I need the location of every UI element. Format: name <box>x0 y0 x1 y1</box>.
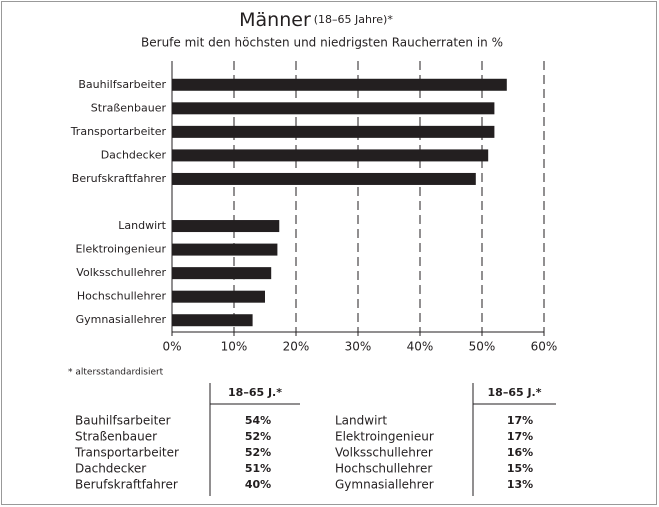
y-tick-label: Hochschullehrer <box>77 290 167 303</box>
chart-title: Männer <box>239 9 311 31</box>
bar <box>172 267 272 280</box>
bar <box>172 220 280 233</box>
chart-subtitle: Berufe mit den höchsten und niedrigsten … <box>141 36 503 50</box>
table-cell: 16% <box>507 446 533 459</box>
table-cell: 40% <box>245 478 271 491</box>
bar <box>172 172 476 185</box>
y-tick-label: Landwirt <box>118 219 166 232</box>
x-tick-label: 30% <box>345 340 372 354</box>
table-cell: Straßenbauer <box>75 430 157 444</box>
bar <box>172 290 265 303</box>
bar <box>172 149 489 162</box>
x-tick-label: 40% <box>407 340 434 354</box>
table-cell: Volksschullehrer <box>335 446 433 460</box>
y-tick-label: Straßenbauer <box>91 101 167 114</box>
bar <box>172 125 495 138</box>
bar <box>172 78 507 91</box>
table-cell: Dachdecker <box>75 462 146 476</box>
table-cell: 52% <box>245 446 271 459</box>
table-cell: Elektroingenieur <box>335 430 434 444</box>
x-tick-label: 10% <box>221 340 248 354</box>
table-cell: 17% <box>507 414 533 427</box>
table-cell: Transportarbeiter <box>74 446 179 460</box>
y-tick-label: Transportarbeiter <box>70 125 167 138</box>
x-tick-label: 50% <box>469 340 496 354</box>
table-cell: Bauhilfsarbeiter <box>75 414 171 428</box>
y-tick-label: Volksschullehrer <box>76 266 166 279</box>
bar <box>172 102 495 115</box>
bar <box>172 314 253 327</box>
table-cell: 13% <box>507 478 533 491</box>
y-tick-label: Bauhilfsarbeiter <box>78 78 166 91</box>
y-tick-label: Elektroingenieur <box>75 243 166 256</box>
table-cell: 52% <box>245 430 271 443</box>
y-tick-label: Dachdecker <box>101 148 167 161</box>
table-cell: Hochschullehrer <box>335 462 432 476</box>
table-cell: Landwirt <box>335 414 387 428</box>
chart-title-note: (18–65 Jahre)* <box>314 13 394 26</box>
table-header: 18–65 J.* <box>228 386 282 399</box>
table-cell: 17% <box>507 430 533 443</box>
x-tick-label: 60% <box>531 340 558 354</box>
table-cell: Gymnasiallehrer <box>335 478 434 492</box>
y-tick-label: Gymnasiallehrer <box>76 313 167 326</box>
bar <box>172 243 278 256</box>
x-tick-label: 20% <box>283 340 310 354</box>
footnote: * altersstandardisiert <box>68 368 164 378</box>
table-cell: 51% <box>245 462 271 475</box>
y-tick-label: Berufskraftfahrer <box>72 172 167 185</box>
table-cell: 15% <box>507 462 533 475</box>
table-cell: 54% <box>245 414 271 427</box>
table-cell: Berufskraftfahrer <box>75 478 178 492</box>
chart-title-group: Männer (18–65 Jahre)* <box>239 9 393 31</box>
x-tick-label: 0% <box>162 340 181 354</box>
table-header: 18–65 J.* <box>488 386 542 399</box>
